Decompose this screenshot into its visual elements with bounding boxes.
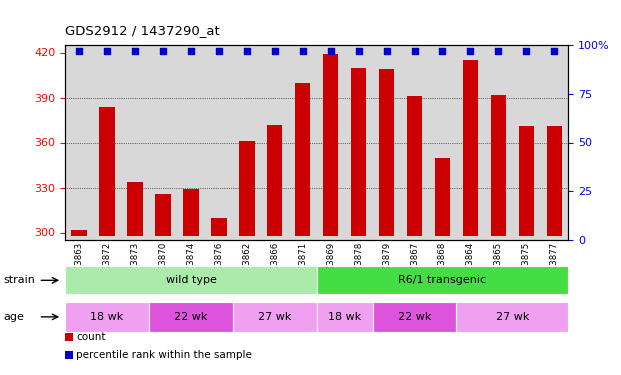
Point xyxy=(102,48,112,54)
Bar xyxy=(211,217,227,236)
Point xyxy=(158,48,168,54)
Bar xyxy=(239,141,255,236)
Bar xyxy=(295,82,310,236)
Text: R6/1 transgenic: R6/1 transgenic xyxy=(399,275,486,285)
Text: age: age xyxy=(3,312,24,322)
Bar xyxy=(155,194,171,236)
Bar xyxy=(183,189,199,236)
Bar xyxy=(519,126,534,236)
Bar xyxy=(351,68,366,236)
Point xyxy=(354,48,364,54)
Bar xyxy=(233,302,317,332)
Point xyxy=(437,48,447,54)
Text: percentile rank within the sample: percentile rank within the sample xyxy=(76,350,252,360)
Bar xyxy=(127,182,143,236)
Bar xyxy=(99,106,115,236)
Point xyxy=(242,48,252,54)
Point xyxy=(381,48,391,54)
Bar xyxy=(323,54,338,236)
Point xyxy=(186,48,196,54)
Point xyxy=(410,48,420,54)
Point xyxy=(130,48,140,54)
Point xyxy=(270,48,279,54)
Point xyxy=(522,48,532,54)
Text: 18 wk: 18 wk xyxy=(328,312,361,322)
Text: 22 wk: 22 wk xyxy=(398,312,431,322)
Bar xyxy=(149,302,233,332)
Bar xyxy=(65,266,317,294)
Text: 27 wk: 27 wk xyxy=(258,312,291,322)
Bar xyxy=(71,230,87,236)
Bar xyxy=(317,266,568,294)
Bar xyxy=(435,158,450,236)
Bar xyxy=(546,126,562,236)
Point xyxy=(75,48,84,54)
Text: GDS2912 / 1437290_at: GDS2912 / 1437290_at xyxy=(65,24,220,38)
Text: 18 wk: 18 wk xyxy=(91,312,124,322)
Point xyxy=(549,48,559,54)
Point xyxy=(493,48,503,54)
Point xyxy=(214,48,224,54)
Bar xyxy=(373,302,456,332)
Bar xyxy=(65,302,149,332)
Bar xyxy=(317,302,373,332)
Text: wild type: wild type xyxy=(166,275,216,285)
Bar xyxy=(267,124,283,236)
Text: 22 wk: 22 wk xyxy=(175,312,207,322)
Bar xyxy=(379,69,394,236)
Text: 27 wk: 27 wk xyxy=(496,312,529,322)
Bar xyxy=(463,60,478,236)
Text: strain: strain xyxy=(3,275,35,285)
Point xyxy=(298,48,308,54)
Bar xyxy=(491,94,506,236)
Point xyxy=(325,48,335,54)
Text: count: count xyxy=(76,332,106,342)
Bar xyxy=(456,302,568,332)
Point xyxy=(466,48,476,54)
Bar xyxy=(407,96,422,236)
